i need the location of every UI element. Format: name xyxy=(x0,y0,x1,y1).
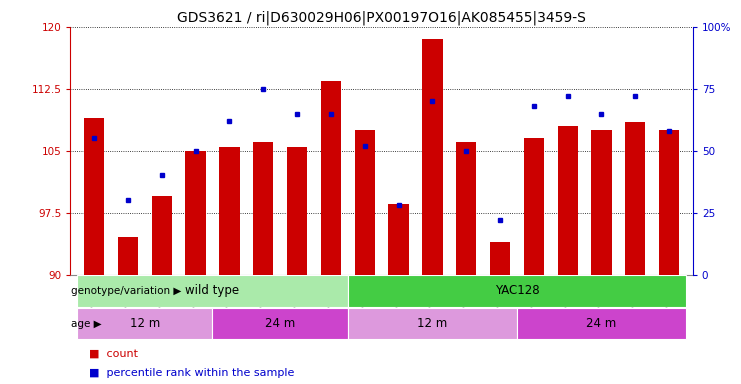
Bar xyxy=(213,308,348,339)
Bar xyxy=(659,130,679,275)
Bar xyxy=(625,122,645,275)
Bar xyxy=(517,308,686,339)
Bar xyxy=(253,142,273,275)
Text: YAC128: YAC128 xyxy=(494,285,539,297)
Bar xyxy=(118,237,138,275)
Bar xyxy=(348,308,517,339)
Text: wild type: wild type xyxy=(185,285,239,297)
Bar xyxy=(524,138,544,275)
Bar xyxy=(219,147,239,275)
Bar xyxy=(557,126,578,275)
Text: 24 m: 24 m xyxy=(265,317,295,330)
Text: ■  percentile rank within the sample: ■ percentile rank within the sample xyxy=(89,368,294,378)
Bar xyxy=(422,39,442,275)
Text: 24 m: 24 m xyxy=(586,317,617,330)
Bar xyxy=(77,275,348,306)
Bar xyxy=(456,142,476,275)
Title: GDS3621 / ri|D630029H06|PX00197O16|AK085455|3459-S: GDS3621 / ri|D630029H06|PX00197O16|AK085… xyxy=(177,10,586,25)
Bar xyxy=(84,118,104,275)
Bar xyxy=(591,130,611,275)
Text: age ▶: age ▶ xyxy=(70,318,102,329)
Bar xyxy=(348,275,686,306)
Text: genotype/variation ▶: genotype/variation ▶ xyxy=(70,286,181,296)
Text: 12 m: 12 m xyxy=(130,317,160,330)
Text: ■  count: ■ count xyxy=(89,349,138,359)
Text: 12 m: 12 m xyxy=(417,317,448,330)
Bar xyxy=(287,147,308,275)
Bar xyxy=(152,196,172,275)
Bar xyxy=(77,308,213,339)
Bar xyxy=(354,130,375,275)
Bar xyxy=(321,81,341,275)
Bar xyxy=(185,151,206,275)
Bar xyxy=(388,204,409,275)
Bar xyxy=(490,242,510,275)
